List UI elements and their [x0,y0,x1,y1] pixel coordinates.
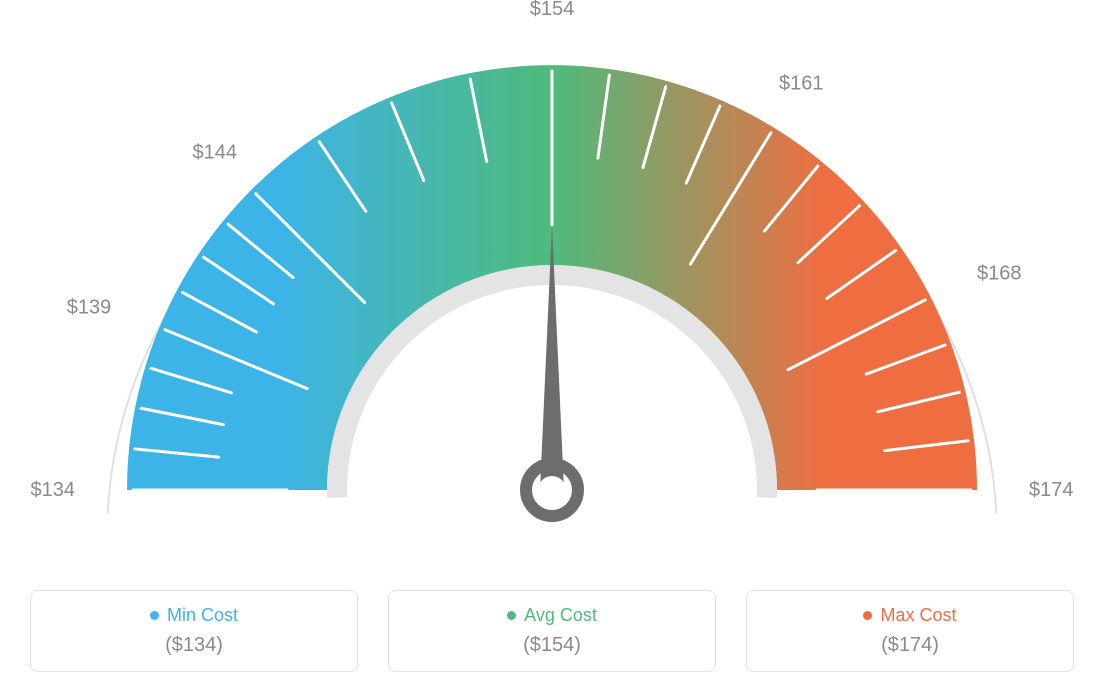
gauge-tick-label: $139 [67,296,112,318]
legend-dot-avg [507,611,516,620]
gauge-tick-label: $134 [31,479,76,501]
gauge-tick-label: $154 [530,0,575,20]
legend-value-min: ($134) [41,634,347,657]
legend-card-min: Min Cost ($134) [30,590,358,672]
legend-card-max: Max Cost ($174) [746,590,1074,672]
legend-title-avg: Avg Cost [524,605,597,626]
cost-gauge: $134 $139 $144 $154 $161 $168 $174 [0,0,1104,560]
gauge-tick-label: $161 [779,72,824,94]
gauge-tick-label: $174 [1029,479,1074,501]
legend-title-min: Min Cost [167,605,238,626]
legend-dot-min [150,611,159,620]
gauge-tick-label: $168 [977,262,1022,284]
legend-row: Min Cost ($134) Avg Cost ($154) Max Cost… [0,590,1104,672]
legend-card-avg: Avg Cost ($154) [388,590,716,672]
legend-title-max: Max Cost [880,605,956,626]
legend-value-avg: ($154) [399,634,705,657]
legend-value-max: ($174) [757,634,1063,657]
gauge-tick-label: $144 [192,142,237,164]
legend-dot-max [863,611,872,620]
